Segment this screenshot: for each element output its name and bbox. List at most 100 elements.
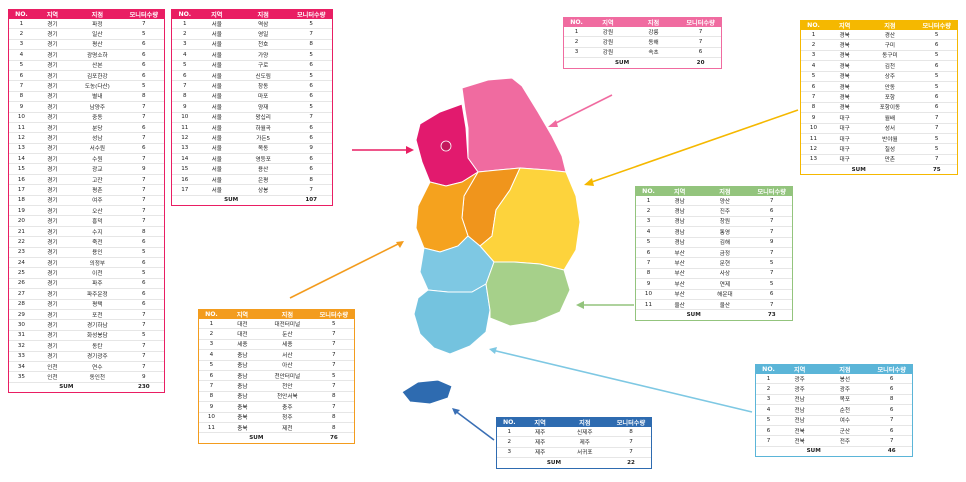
table-cell: 6 <box>290 153 332 165</box>
table-cell: 11 <box>199 422 224 434</box>
table-cell: 부산 <box>660 268 699 280</box>
column-header: 모니터수량 <box>123 10 164 19</box>
table-cell: 가든5 <box>235 132 291 144</box>
table-cell: 서울 <box>197 184 236 196</box>
table-cell: 강원 <box>589 27 627 38</box>
table-cell: 1 <box>636 196 661 207</box>
table-cell: 5 <box>756 415 781 426</box>
table-row: 9 경기 남양주 7 <box>9 101 164 113</box>
column-header: NO. <box>9 10 34 19</box>
table-row: 2 경북 구미 6 <box>801 39 957 51</box>
table-cell: 28 <box>9 299 34 310</box>
table-cell: 경기 <box>33 60 71 71</box>
sum-label: SUM <box>172 194 291 206</box>
table-row: 10 대구 성서 7 <box>801 123 957 134</box>
table-header-row: NO. 지역 지점 모니터수량 <box>801 21 957 30</box>
table-cell: 김천 <box>863 60 917 72</box>
table-cell: 가양 <box>235 49 291 61</box>
table-cell: 대전터미널 <box>260 319 314 330</box>
table-cell: 경기 <box>33 319 71 331</box>
table-cell: 6 <box>290 60 332 71</box>
sum-value: 22 <box>610 457 651 468</box>
table-row: 3 경기 평산 6 <box>9 39 164 51</box>
table-cell: 창동 <box>235 80 291 92</box>
table-row: 34 인천 연수 7 <box>9 361 164 373</box>
table-cell: 부산 <box>660 247 699 259</box>
table-row: 3 서울 천호 8 <box>172 39 332 51</box>
table-cell: 7 <box>751 216 792 228</box>
table-cell: 경기 <box>33 299 71 310</box>
arrow-jeju <box>453 409 495 441</box>
table-cell: 진주 <box>698 205 752 217</box>
table-seoul: NO. 지역 지점 모니터수량 1 서울 역삼 5 2 서울 영일 7 3 서울 천호 8 4 서울 가양 5 5 서울 구… <box>171 9 333 207</box>
table-row: 11 울산 울산 7 <box>636 299 792 311</box>
table-cell: 신도림 <box>235 70 291 82</box>
table-cell: 6 <box>756 425 781 437</box>
table-cell: 7 <box>123 319 164 331</box>
table-cell: 6 <box>123 236 164 248</box>
table-row: 1 경기 파정 7 <box>9 19 164 30</box>
table-row: 4 경남 통영 7 <box>636 226 792 238</box>
table-cell: 3 <box>9 39 34 51</box>
table-cell: 서귀포 <box>558 447 611 459</box>
table-row: 6 부산 금정 7 <box>636 247 792 259</box>
table-cell: 3 <box>497 447 522 459</box>
column-header: 모니터수량 <box>290 10 332 19</box>
table-cell: 10 <box>636 289 661 300</box>
table-cell: 6 <box>9 70 34 82</box>
table-row: 22 경기 죽전 6 <box>9 236 164 248</box>
table-cell: 34 <box>9 361 34 373</box>
table-cell: 5 <box>123 80 164 92</box>
column-header: 지역 <box>521 418 559 427</box>
table-cell: 5 <box>751 278 792 290</box>
table-gyeongbuk-grid: NO. 지역 지점 모니터수량 1 경북 경산 5 2 경북 구미 6 3 경북 동구미 5 4 경북 김천 6 5 경북… <box>801 21 957 175</box>
table-row: 7 경기 도농(다산) 5 <box>9 80 164 92</box>
column-header: 모니터수량 <box>871 365 912 374</box>
table-row: 4 경기 광명소하 6 <box>9 49 164 61</box>
table-gangwon: NO. 지역 지점 모니터수량 1 강원 강릉 7 2 강원 동해 7 3 강원 속초 6 SUM 20 <box>563 17 722 69</box>
table-cell: 대구 <box>825 143 864 155</box>
table-cell: 30 <box>9 319 34 331</box>
table-cell: 2 <box>497 436 522 448</box>
table-cell: 7 <box>751 247 792 259</box>
table-cell: 11 <box>801 133 826 145</box>
table-cell: 12 <box>9 132 34 144</box>
table-row: 18 경기 여주 7 <box>9 195 164 207</box>
table-gyeongnam-grid: NO. 지역 지점 모니터수량 1 경남 양산 7 2 경남 진주 6 3 경남 창원 7 4 경남 통영 7 5 경남 김… <box>636 187 792 320</box>
table-cell: 양산 <box>698 196 752 207</box>
table-cell: 경북 <box>825 50 864 62</box>
table-cell: 연수 <box>70 361 124 373</box>
table-cell: 강원 <box>589 47 627 59</box>
table-cell: 경기 <box>33 195 71 207</box>
table-cell: 서울 <box>197 132 236 144</box>
table-row: 11 경기 분당 6 <box>9 122 164 134</box>
table-cell: 경기 <box>33 143 71 155</box>
table-cell: 경기 <box>33 174 71 186</box>
table-cell: 김포한강 <box>70 70 124 82</box>
table-cell: 경기 <box>33 80 71 92</box>
table-row: 6 충남 천안터미널 5 <box>199 370 354 382</box>
table-cell: 7 <box>290 28 332 40</box>
table-chungcheong: NO. 지역 지점 모니터수량 1 대전 대전터미널 5 2 대전 둔산 7 3 세종 세종 7 4 충남 서산 7 5… <box>198 309 355 444</box>
table-row: 5 경기 산본 6 <box>9 60 164 71</box>
table-cell: 흥덕 <box>70 215 124 227</box>
table-cell: 3 <box>199 339 224 351</box>
table-cell: 7 <box>123 195 164 207</box>
table-row: 30 경기 경기하남 7 <box>9 319 164 331</box>
table-cell: 18 <box>9 195 34 207</box>
column-header: 지점 <box>698 187 752 196</box>
table-cell: 군산 <box>818 425 872 437</box>
table-row: 15 서울 용산 6 <box>172 163 332 175</box>
table-cell: 8 <box>801 102 826 114</box>
table-cell: 11 <box>9 122 34 134</box>
table-row: 12 대구 칠성 5 <box>801 143 957 155</box>
table-cell: 6 <box>290 80 332 92</box>
region-seoul <box>440 140 452 152</box>
table-cell: 5 <box>916 81 957 93</box>
table-cell: 9 <box>123 163 164 175</box>
table-cell: 5 <box>313 370 354 382</box>
table-cell: 7 <box>916 123 957 134</box>
table-cell: 김해 <box>698 237 752 248</box>
table-row: 25 경기 이천 5 <box>9 267 164 279</box>
